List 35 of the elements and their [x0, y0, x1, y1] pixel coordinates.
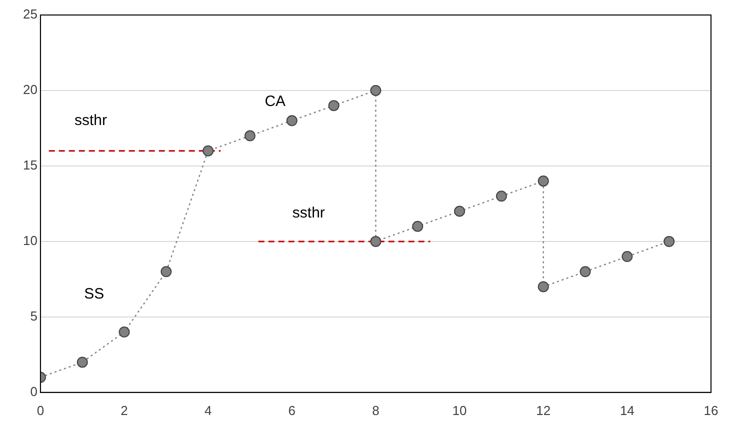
point: [538, 281, 549, 292]
point: [76, 356, 88, 368]
point: [370, 84, 382, 96]
point: [160, 266, 172, 278]
y-tick-label: 0: [30, 384, 38, 399]
x-tick-label: 16: [704, 402, 718, 418]
point: [664, 236, 675, 247]
point: [286, 115, 298, 126]
y-tick-label: 15: [22, 158, 38, 173]
point: [244, 130, 256, 142]
point: [580, 266, 591, 278]
point: [412, 220, 424, 232]
annotation: ssthr: [74, 112, 108, 129]
point: [118, 326, 130, 338]
y-tick-label: 20: [22, 82, 38, 98]
point: [622, 251, 633, 262]
point: [202, 145, 214, 156]
y-tick-label: 10: [22, 233, 38, 248]
y-tick-label: 25: [22, 6, 38, 22]
x-tick-label: 4: [204, 402, 212, 418]
x-tick-label: 6: [288, 402, 296, 418]
point: [370, 236, 382, 247]
annotation: SS: [84, 285, 104, 302]
x-tick-label: 8: [372, 402, 380, 418]
x-tick-label: 12: [536, 402, 551, 418]
x-tick-label: 2: [120, 402, 128, 418]
annotation: ssthr: [292, 204, 325, 222]
x-tick-label: 14: [620, 402, 634, 418]
point: [538, 176, 549, 187]
y-tick-label: 5: [30, 308, 38, 324]
annotation: CA: [264, 92, 286, 110]
x-tick-label: 10: [452, 402, 467, 418]
point: [454, 206, 466, 217]
point: [496, 190, 507, 202]
point: [328, 100, 340, 112]
